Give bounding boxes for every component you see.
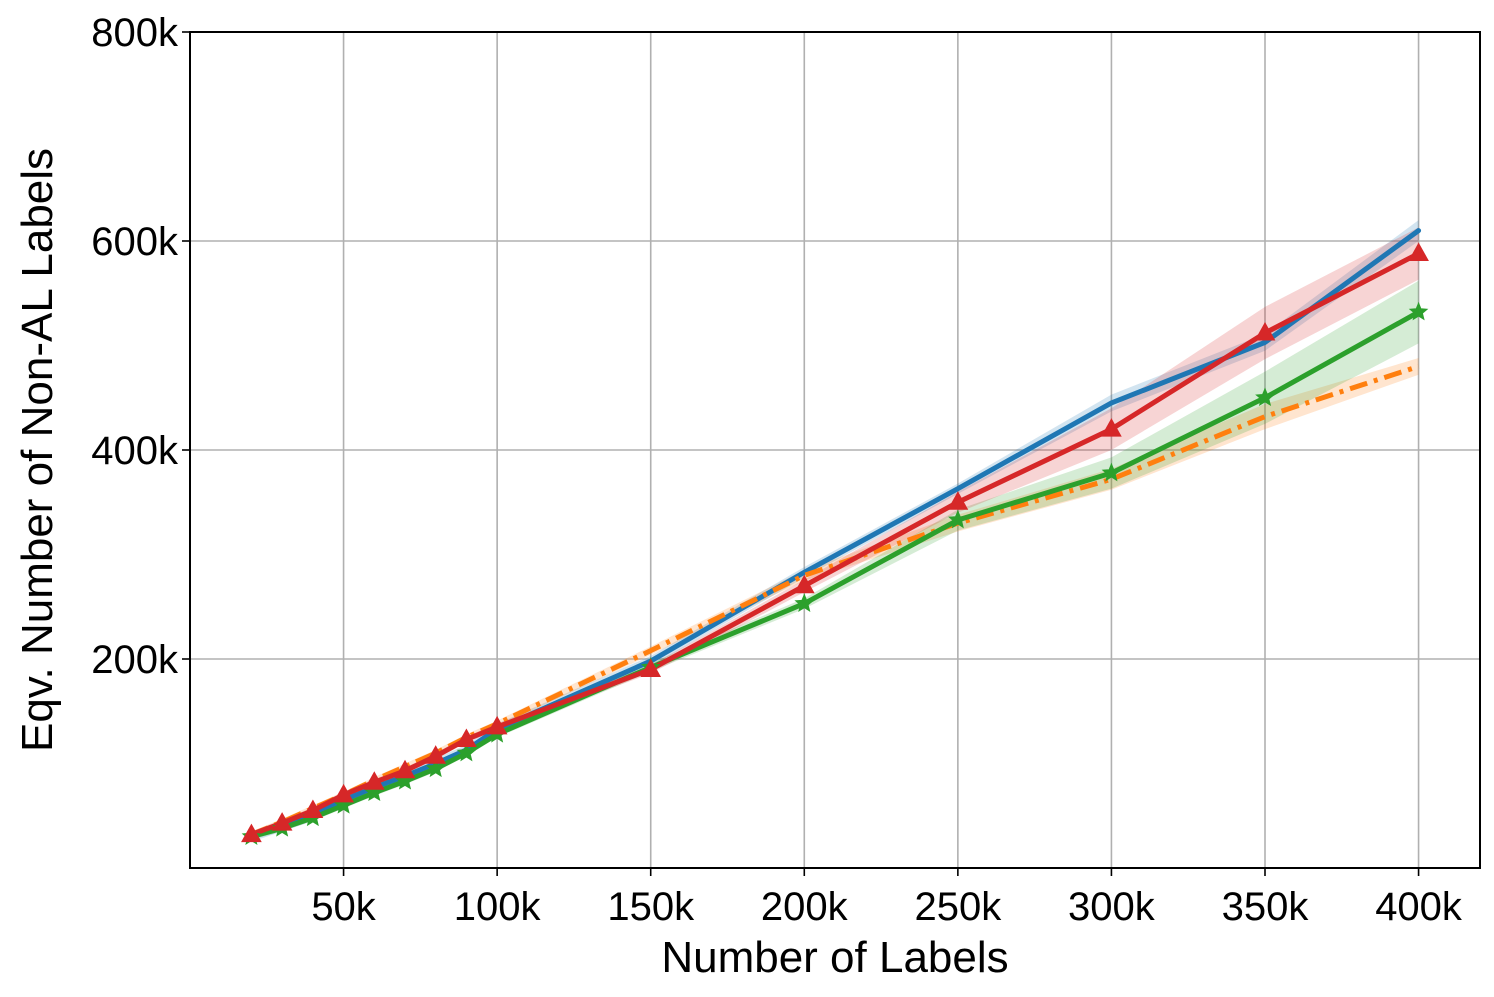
series-3-marker (394, 759, 416, 779)
series-3-marker (793, 574, 815, 594)
series-3-marker (271, 812, 293, 831)
x-tick-label: 350k (1222, 885, 1310, 929)
series-2-marker (794, 593, 815, 612)
series-3-marker (302, 799, 324, 818)
x-tick-label: 100k (454, 885, 542, 929)
series-3-marker (425, 745, 447, 764)
series-2-marker (1408, 301, 1429, 321)
y-tick-label: 800k (91, 11, 179, 55)
x-axis-title: Number of Labels (661, 933, 1008, 982)
series-3-marker (640, 658, 662, 677)
series-2-marker (364, 782, 385, 802)
series-3-marker (456, 728, 477, 747)
y-tick-label: 600k (91, 220, 179, 264)
series-3-marker (1101, 418, 1122, 437)
x-tick-label: 400k (1375, 885, 1463, 929)
x-tick-label: 50k (311, 885, 376, 929)
series-3-marker (333, 783, 354, 803)
series-3-marker (486, 715, 508, 735)
series-2-marker (948, 509, 968, 529)
series-markers (241, 242, 1429, 845)
series-2-marker (395, 771, 415, 790)
grid (190, 31, 1480, 868)
x-tick-label: 150k (607, 885, 695, 929)
series-3-marker (363, 771, 385, 790)
series-3-band (251, 227, 1419, 838)
series-3-marker (241, 823, 262, 843)
series-1-band (251, 358, 1419, 838)
series-2-marker (425, 758, 446, 778)
y-axis-title: Eqv. Number of Non-AL Labels (13, 148, 62, 752)
confidence-bands (251, 220, 1419, 842)
axis-ticks: 50k 100k 150k 200k 250k 300k 350k 400k 200k 400k 6… (91, 11, 1463, 929)
series-2-marker (1101, 462, 1122, 482)
series-2-marker (1255, 387, 1275, 407)
series-3-marker (947, 491, 969, 510)
x-tick-label: 250k (914, 885, 1002, 929)
x-tick-label: 200k (761, 885, 849, 929)
series-0-band (251, 220, 1419, 842)
x-tick-label: 300k (1068, 885, 1156, 929)
series-2-marker (456, 742, 477, 762)
y-tick-label: 200k (91, 638, 179, 682)
y-tick-label: 400k (91, 429, 179, 473)
series-3-marker (1254, 321, 1276, 341)
series-3-marker (1408, 242, 1429, 261)
